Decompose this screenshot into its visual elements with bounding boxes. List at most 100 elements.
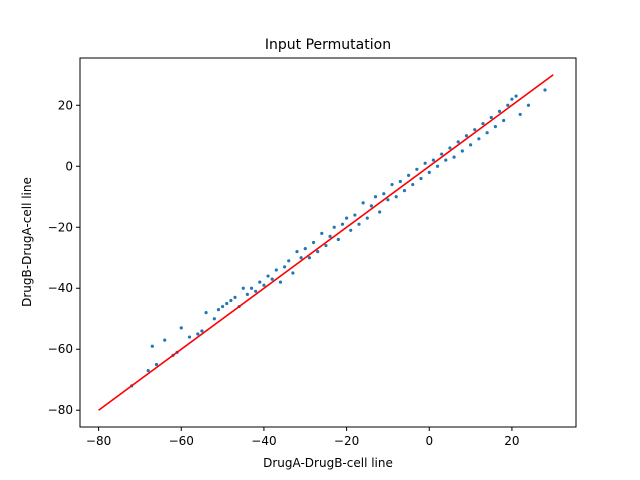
data-point [216, 307, 221, 312]
data-point [440, 152, 444, 156]
data-point [266, 274, 270, 278]
data-point [473, 128, 477, 132]
data-point [150, 344, 154, 348]
data-point [291, 271, 295, 275]
data-point [200, 329, 204, 333]
data-point [444, 158, 448, 162]
data-point [245, 292, 249, 296]
data-point [299, 256, 303, 260]
data-point [303, 247, 307, 251]
data-point [311, 240, 316, 245]
y-tick-label: 20 [58, 98, 73, 112]
data-point [357, 222, 361, 226]
data-point [283, 265, 287, 269]
x-tick-label: −40 [251, 434, 276, 448]
data-point [225, 301, 229, 306]
y-tick-label: −40 [48, 281, 73, 295]
data-point [456, 140, 460, 144]
data-point [328, 234, 332, 238]
data-point [187, 335, 192, 339]
data-point [204, 311, 208, 315]
x-tick-label: −80 [86, 434, 111, 448]
data-point [435, 164, 440, 168]
data-point [481, 121, 485, 126]
data-point [506, 103, 510, 107]
data-point [448, 146, 452, 150]
data-point [287, 259, 291, 263]
data-point [373, 195, 378, 199]
data-point [407, 173, 411, 178]
data-point [518, 112, 522, 117]
data-point [278, 280, 283, 284]
data-point [460, 149, 464, 153]
data-point [336, 237, 340, 242]
data-point [332, 225, 336, 229]
y-axis-label: DrugB-DrugA-cell line [20, 177, 34, 307]
data-point [249, 286, 254, 290]
data-point [361, 201, 365, 205]
data-point [324, 243, 328, 248]
data-point [390, 182, 394, 187]
x-tick-label: −60 [169, 434, 194, 448]
y-tick-label: 0 [65, 159, 73, 173]
data-point [489, 115, 493, 120]
data-point [241, 286, 245, 290]
data-point [427, 170, 431, 174]
y-axis-ticks: −80 −60 −40 −20 0 20 [48, 98, 80, 417]
data-point [419, 176, 423, 181]
data-point [402, 189, 407, 193]
data-point [212, 317, 216, 321]
data-point [497, 109, 502, 113]
x-axis-ticks: −80 −60 −40 −20 0 20 [86, 427, 520, 448]
data-point [258, 280, 262, 284]
data-point [378, 210, 382, 214]
data-point [154, 362, 159, 367]
data-point [307, 256, 311, 260]
data-point [411, 182, 415, 187]
data-point [452, 155, 456, 159]
axes-frame [79, 57, 577, 428]
x-tick-label: 20 [504, 434, 519, 448]
x-tick-label: 0 [425, 434, 433, 448]
data-point [485, 131, 489, 135]
data-point [543, 88, 547, 92]
data-point [345, 216, 349, 220]
data-point [320, 231, 324, 235]
data-point [196, 332, 200, 336]
data-point [386, 198, 390, 202]
data-point [469, 143, 473, 147]
x-axis-label: DrugA-DrugB-cell line [263, 456, 393, 470]
y-tick-label: −60 [48, 342, 73, 356]
data-point [394, 195, 398, 199]
data-point [502, 118, 506, 123]
x-tick-label: −20 [334, 434, 359, 448]
data-point [431, 158, 435, 162]
data-point [415, 167, 419, 171]
data-point [221, 304, 225, 309]
data-point [146, 368, 150, 373]
chart-title: Input Permutation [265, 37, 391, 53]
data-point [353, 213, 357, 217]
data-point [464, 134, 469, 138]
data-point [254, 289, 258, 293]
data-point [316, 250, 320, 254]
data-point [163, 338, 167, 342]
data-point [423, 161, 427, 165]
reference-line-layer [98, 74, 554, 411]
data-point [369, 204, 373, 208]
reference-line [98, 74, 554, 411]
data-point [382, 192, 386, 196]
data-point [477, 137, 481, 141]
plot-area [130, 88, 547, 388]
data-point [510, 97, 514, 101]
data-point [229, 298, 233, 303]
data-point [295, 250, 299, 254]
data-point [274, 268, 278, 272]
y-tick-label: −80 [48, 403, 73, 417]
data-point [349, 228, 353, 232]
data-point [340, 222, 345, 226]
data-point [514, 94, 518, 98]
data-point [526, 103, 531, 107]
data-point [262, 283, 266, 287]
